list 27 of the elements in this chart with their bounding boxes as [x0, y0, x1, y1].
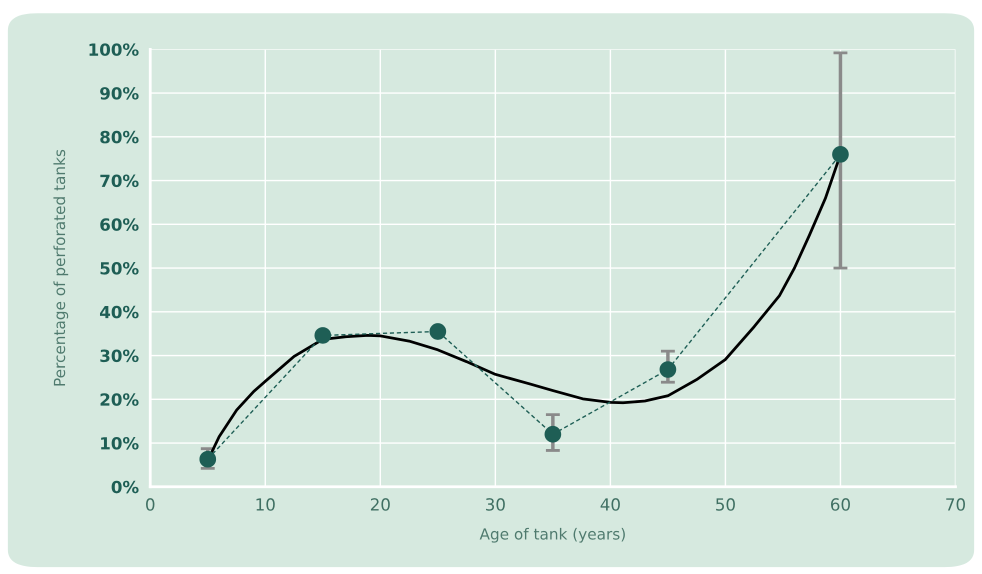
y-tick-label: 80%: [100, 130, 139, 144]
y-tick-label: 0%: [112, 480, 139, 494]
point: [199, 450, 216, 468]
y-tick-label: 50%: [100, 262, 139, 275]
x-tick-label: 40: [600, 498, 620, 511]
y-tick-label: 90%: [100, 87, 139, 100]
x-tick-label: 70: [946, 498, 965, 511]
x-tick-label: 0: [146, 498, 154, 511]
point: [660, 361, 676, 378]
point: [314, 327, 332, 344]
y-tick-label: 60%: [100, 218, 139, 231]
x-tick-label: 10: [256, 498, 275, 511]
x-axis-title: Age of tank (years): [480, 528, 625, 543]
y-axis-title: Percentage of perforated tanks: [53, 150, 68, 386]
y-tick-label: 30%: [100, 350, 139, 362]
point: [430, 323, 446, 340]
y-tick-label: 20%: [100, 393, 139, 406]
y-tick-label: 40%: [100, 306, 139, 318]
x-tick-label: 60: [831, 498, 850, 511]
point: [832, 146, 849, 163]
x-tick-label: 20: [370, 498, 390, 511]
x-tick-label: 50: [716, 498, 735, 511]
point: [544, 426, 562, 443]
y-tick-label: 100%: [90, 43, 139, 56]
y-tick-label: 70%: [100, 174, 139, 188]
x-tick-label: 30: [486, 498, 505, 511]
y-tick-label: 10%: [101, 436, 139, 450]
